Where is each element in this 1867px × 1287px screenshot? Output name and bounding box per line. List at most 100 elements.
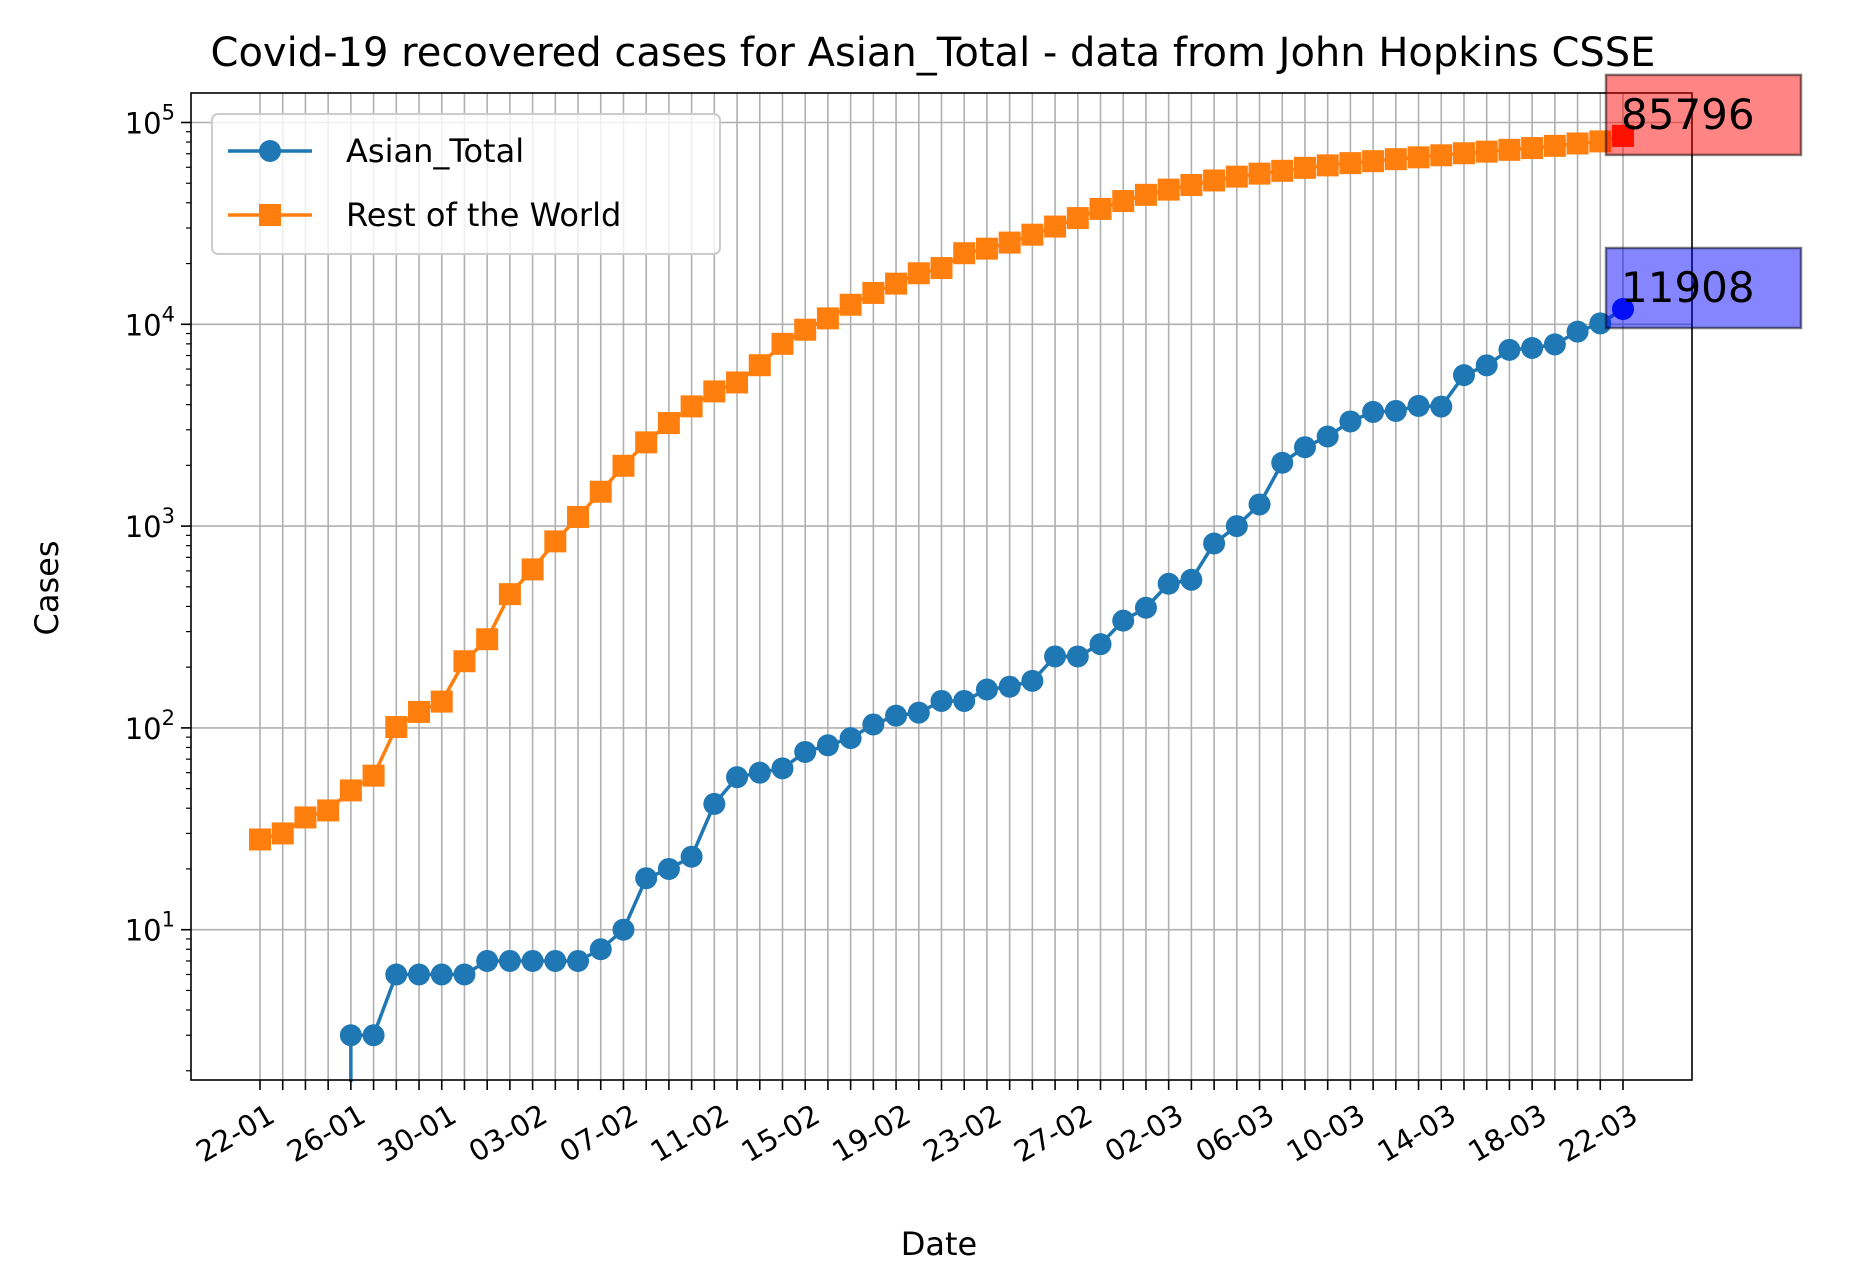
data-point <box>839 293 862 316</box>
data-point <box>544 949 567 972</box>
y-tick-label: 104 <box>125 302 175 342</box>
data-point <box>1180 174 1203 197</box>
data-point <box>657 857 680 880</box>
data-point <box>816 307 839 330</box>
data-point <box>1407 394 1430 417</box>
annotation-marker <box>1612 124 1634 147</box>
data-point <box>1044 215 1067 238</box>
data-point <box>476 628 499 651</box>
data-point <box>1521 137 1544 160</box>
data-point <box>498 583 521 606</box>
data-point <box>1112 609 1135 632</box>
data-point <box>1407 146 1430 169</box>
data-point <box>862 281 885 304</box>
data-point <box>612 918 635 941</box>
annotation-label: 85796 <box>1621 90 1755 139</box>
data-point <box>1180 568 1203 591</box>
series-line <box>349 307 1624 1082</box>
y-tick-label: 101 <box>125 908 175 948</box>
data-point <box>1089 633 1112 656</box>
y-tick-label: 102 <box>125 706 175 746</box>
data-point <box>362 764 385 787</box>
y-tick-label: 103 <box>125 504 175 544</box>
chart-title: Covid-19 recovered cases for Asian_Total… <box>211 30 1656 76</box>
data-point <box>1430 395 1453 418</box>
data-point <box>1543 333 1566 356</box>
data-point <box>839 727 862 750</box>
y-axis-label: Cases <box>28 541 66 636</box>
data-point <box>771 757 794 780</box>
data-point <box>930 257 953 280</box>
data-point <box>748 354 771 377</box>
data-point <box>1293 156 1316 179</box>
legend-marker <box>259 140 281 162</box>
data-point <box>1021 223 1044 246</box>
data-point <box>998 675 1021 698</box>
data-point <box>1134 183 1157 206</box>
data-point <box>1044 645 1067 668</box>
data-point <box>1362 150 1385 173</box>
data-point <box>408 963 431 986</box>
data-point <box>1089 197 1112 220</box>
data-point <box>930 689 953 712</box>
data-point <box>1475 140 1498 163</box>
grid <box>191 93 1692 1080</box>
data-point <box>771 332 794 355</box>
data-point <box>1339 410 1362 433</box>
data-point <box>953 689 976 712</box>
data-point <box>975 678 998 701</box>
data-point <box>1543 134 1566 157</box>
data-point <box>271 822 294 845</box>
data-point <box>567 949 590 972</box>
data-point <box>1066 645 1089 668</box>
data-point <box>1203 532 1226 555</box>
data-point <box>726 766 749 789</box>
data-point <box>703 792 726 815</box>
data-point <box>1271 159 1294 182</box>
data-point <box>589 938 612 961</box>
data-point <box>1157 572 1180 595</box>
data-point <box>1498 338 1521 361</box>
data-point <box>317 799 340 822</box>
data-point <box>1384 399 1407 422</box>
data-point <box>408 700 431 723</box>
data-point <box>1452 142 1475 165</box>
x-axis-label: Date <box>901 1225 977 1263</box>
data-point <box>362 1024 385 1047</box>
data-point <box>635 431 658 454</box>
data-point <box>816 734 839 757</box>
data-point <box>680 395 703 418</box>
legend-box <box>211 113 721 255</box>
legend-label: Rest of the World <box>346 196 621 234</box>
annotation-box <box>1604 73 1803 157</box>
data-point <box>1225 165 1248 188</box>
data-point <box>907 262 930 285</box>
data-point <box>975 237 998 260</box>
data-point <box>1134 596 1157 619</box>
data-point <box>339 1024 362 1047</box>
data-point <box>1021 669 1044 692</box>
data-point <box>544 530 567 553</box>
data-point <box>794 318 817 341</box>
data-point <box>1271 451 1294 474</box>
legend: Asian_Total Rest of the World <box>211 113 721 255</box>
data-point <box>249 828 271 851</box>
data-point <box>1384 148 1407 171</box>
data-point <box>635 867 658 890</box>
data-point <box>703 380 726 403</box>
data-point <box>1452 364 1475 387</box>
annotation-box <box>1604 246 1803 330</box>
series-layer <box>249 124 1634 1082</box>
data-point <box>294 806 317 829</box>
data-point <box>430 963 453 986</box>
data-point <box>453 963 476 986</box>
data-point <box>567 505 590 528</box>
data-point <box>589 480 612 503</box>
data-point <box>1066 207 1089 230</box>
data-point <box>612 454 635 477</box>
y-tick-label: 105 <box>125 100 175 140</box>
data-point <box>1362 400 1385 423</box>
data-point <box>453 650 476 673</box>
annotation-label: 11908 <box>1621 263 1755 312</box>
